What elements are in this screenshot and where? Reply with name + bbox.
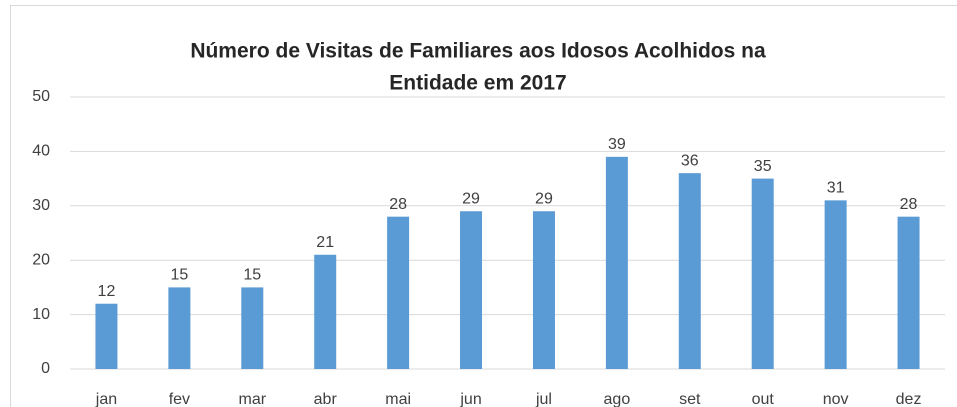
x-tick-label: ago — [604, 391, 631, 407]
bar — [678, 173, 701, 369]
bar — [824, 200, 847, 369]
data-label: 28 — [900, 196, 918, 213]
data-label: 29 — [462, 190, 480, 207]
data-label: 28 — [389, 196, 407, 213]
x-tick-label: abr — [314, 391, 338, 407]
data-label: 39 — [608, 136, 626, 153]
y-tick-label: 20 — [32, 251, 50, 268]
y-tick-label: 0 — [41, 360, 50, 377]
x-tick-label: nov — [823, 391, 849, 407]
x-tick-label: jan — [95, 391, 117, 407]
x-tick-label: jul — [535, 391, 552, 407]
x-tick-label: out — [752, 391, 775, 407]
chart-title: Entidade em 2017 — [389, 72, 566, 95]
bar — [532, 211, 555, 369]
x-tick-label: jun — [459, 391, 481, 407]
x-tick-label: fev — [169, 391, 190, 407]
data-label: 31 — [827, 180, 845, 197]
bar — [241, 287, 264, 369]
data-label: 21 — [316, 234, 334, 251]
bar — [897, 216, 920, 369]
bar — [605, 156, 628, 369]
bar — [751, 178, 774, 369]
data-label: 15 — [170, 267, 188, 284]
bar — [460, 211, 483, 369]
bar — [314, 254, 337, 369]
bar — [168, 287, 191, 369]
y-tick-label: 30 — [32, 197, 50, 214]
y-tick-label: 40 — [32, 143, 50, 160]
data-label: 35 — [754, 158, 772, 175]
x-tick-label: dez — [896, 391, 922, 407]
bar — [95, 303, 118, 369]
data-label: 29 — [535, 190, 553, 207]
chart-title: Número de Visitas de Familiares aos Idos… — [190, 40, 766, 63]
data-label: 36 — [681, 152, 699, 169]
bar — [387, 216, 410, 369]
y-tick-label: 50 — [32, 88, 50, 105]
y-tick-label: 10 — [32, 306, 50, 323]
data-label: 12 — [98, 283, 116, 300]
data-label: 15 — [243, 267, 261, 284]
x-tick-label: set — [679, 391, 701, 407]
x-tick-label: mar — [239, 391, 267, 407]
x-tick-label: mai — [385, 391, 411, 407]
